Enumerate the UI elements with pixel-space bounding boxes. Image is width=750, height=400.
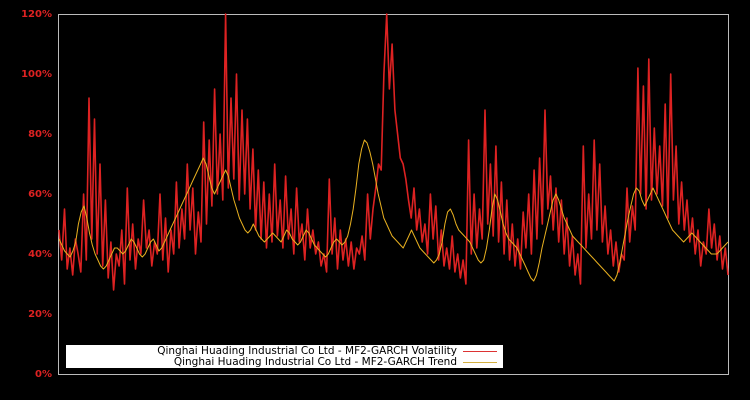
- y-tick-label: 60%: [28, 189, 52, 200]
- legend-label-trend: Qinghai Huading Industrial Co Ltd - MF2-…: [173, 356, 457, 368]
- series-layer: [58, 13, 729, 291]
- legend-swatch-volatility: [463, 351, 497, 352]
- volatility-line: [58, 13, 729, 291]
- y-tick-label: 0%: [35, 369, 52, 380]
- y-tick-label: 40%: [28, 249, 52, 260]
- trend-line: [58, 139, 729, 282]
- legend-label-volatility: Qinghai Huading Industrial Co Ltd - MF2-…: [157, 345, 457, 357]
- y-tick-label: 20%: [28, 309, 52, 320]
- y-tick-label: 100%: [21, 69, 52, 80]
- y-tick-label: 120%: [21, 9, 52, 20]
- legend-swatch-trend: [463, 362, 497, 363]
- chart-legend: Qinghai Huading Industrial Co Ltd - MF2-…: [66, 345, 503, 368]
- y-tick-label: 80%: [28, 129, 52, 140]
